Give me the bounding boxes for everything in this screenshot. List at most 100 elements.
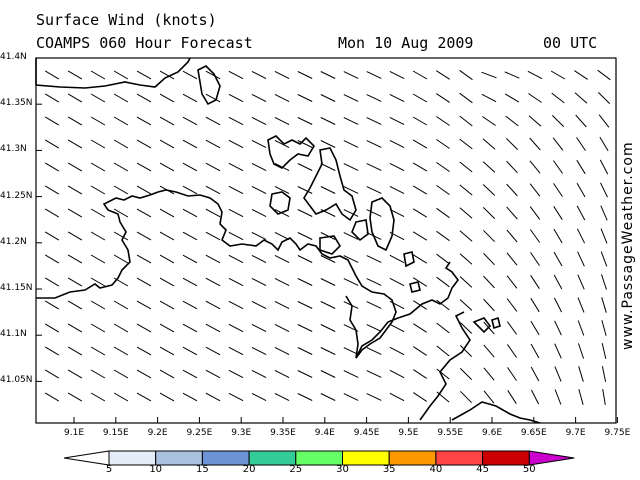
wind-barb [90,208,106,218]
colorbar-label: 10 [149,464,163,475]
wind-barb [412,116,428,126]
wind-barb [67,323,83,333]
lon-label: 9.15E [102,428,129,438]
wind-barb [90,300,106,310]
wind-barb [320,140,336,148]
colorbar-label: 50 [522,464,536,475]
wind-barb [343,393,359,401]
wind-barb [530,275,540,289]
colorbar-segment [248,450,297,466]
wind-barb [159,93,175,103]
wind-barb [554,343,562,359]
wind-barb [389,392,405,402]
wind-barb [205,231,221,241]
wind-barb [113,162,129,172]
wind-barb [205,70,221,80]
wind-barb [182,277,198,287]
wind-barb [366,163,382,171]
wind-barb [320,163,336,171]
wind-barb [412,162,428,172]
wind-barb [113,93,129,103]
wind-barb [228,116,244,126]
wind-barb [251,254,267,264]
colorbar-label: 40 [429,464,443,475]
lat-label: 41.2N [0,236,27,247]
wind-barb [297,186,313,194]
colorbar-label: 20 [242,464,256,475]
wind-barb [343,370,359,378]
lon-label: 9.45E [353,428,380,438]
wind-barb [343,347,359,355]
wind-barb [136,162,152,172]
wind-barb [320,347,336,355]
axis-ticks [36,57,618,423]
wind-barb [251,70,267,80]
wind-barb [366,278,382,286]
wind-barb [530,320,540,336]
wind-barb [436,207,450,219]
wind-barb [577,320,585,336]
wind-barb [577,274,585,290]
wind-barb [274,277,290,287]
wind-barb [297,278,313,286]
wind-barb [389,254,405,264]
wind-barb [136,208,152,218]
wind-barb [577,343,585,359]
wind-barb [67,392,83,402]
wind-barb [343,71,359,79]
wind-barb [136,369,152,379]
wind-barb [44,369,60,379]
wind-barb [459,207,473,219]
wind-barb [159,392,175,402]
colorbar-segment [155,450,203,466]
wind-barb [67,254,83,264]
wind-barb [553,251,563,267]
wind-barb [483,344,495,358]
wind-barb [90,185,106,195]
lon-label: 9.7E [565,428,586,438]
wind-barb [576,228,586,244]
wind-barb [44,185,60,195]
wind-barb [90,162,106,172]
wind-barb [529,137,541,151]
wind-barb [67,139,83,149]
wind-barb [44,231,60,241]
wind-barb [366,117,382,125]
wind-barb [113,208,129,218]
colorbar-segment [342,450,390,466]
lat-label: 41.15N [0,283,33,293]
wind-barb [506,298,518,312]
colorbar-high-arrow [528,450,575,466]
wind-barb [228,369,244,379]
wind-barb [530,389,540,405]
wind-barb [482,138,496,150]
wind-barb [600,251,608,267]
wind-barb [228,93,244,103]
wind-barb [482,161,496,173]
colorbar-label: 45 [476,464,489,475]
wind-barb [574,70,588,80]
wind-barb [553,206,563,220]
wind-barb [274,116,290,126]
wind-barb [413,323,427,333]
wind-barb [554,320,562,336]
wind-barb [436,161,450,173]
wind-barb [159,231,175,241]
wind-barb [366,71,382,79]
wind-barb [389,70,405,80]
wind-barb [529,183,541,197]
wind-barb [459,253,473,265]
wind-barb [205,254,221,264]
wind-barb [297,117,313,125]
wind-barb [436,368,450,380]
wind-barb [597,69,611,81]
wind-barb [505,115,519,127]
wind-barb [205,392,221,402]
wind-barb [459,276,473,288]
wind-barb [412,254,428,264]
wind-barb [530,297,540,313]
wind-barb [366,94,382,102]
map-frame [35,57,617,424]
wind-barb [136,93,152,103]
wind-barb [90,277,106,287]
